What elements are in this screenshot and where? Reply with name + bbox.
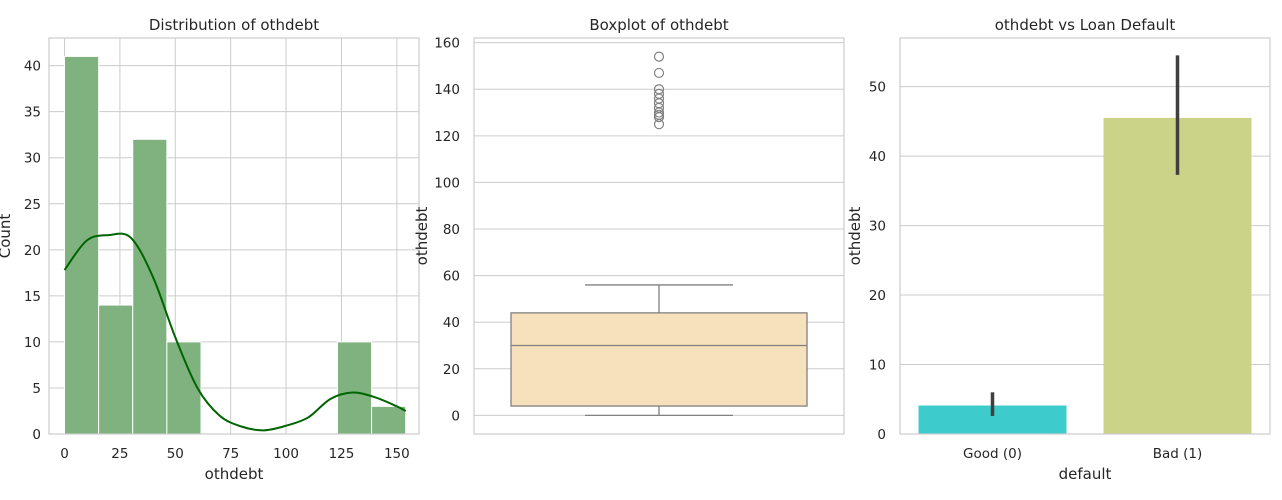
y-tick-label: 30	[24, 151, 41, 167]
default-bars	[918, 55, 1252, 434]
histogram-y-label: Count	[0, 214, 14, 259]
outlier-point	[653, 84, 665, 95]
histogram-bar	[371, 405, 407, 435]
x-tick-label: 25	[111, 446, 128, 462]
y-tick-label: 100	[434, 175, 460, 191]
boxplot-box	[510, 51, 808, 417]
y-tick-label: 25	[24, 197, 41, 213]
x-tick-label: 75	[222, 446, 239, 462]
histogram-bar	[336, 341, 373, 435]
outlier-point	[653, 51, 665, 62]
y-tick-label: 10	[24, 335, 41, 351]
x-tick-label: 150	[384, 446, 410, 462]
y-tick-label: 120	[434, 129, 460, 145]
default-bar-title: othdebt vs Loan Default	[995, 16, 1176, 34]
category-tick-label: Good (0)	[963, 446, 1022, 462]
histogram-gridlines	[49, 38, 419, 435]
histogram-axes-frame	[48, 37, 420, 435]
default-bar-panel: othdebt vs Loan Default 0 10 20 30 40 50 Good …	[846, 16, 1271, 483]
y-tick-label: 35	[24, 105, 41, 121]
kde-curve	[63, 232, 407, 432]
histogram-bar	[132, 138, 168, 435]
y-tick-label: 20	[24, 243, 41, 259]
x-tick-label: 50	[167, 446, 184, 462]
y-tick-label: 60	[443, 269, 460, 285]
boxplot-y-label: othdebt	[413, 207, 431, 266]
boxplot-tick-labels: 0 20 40 60 80 100 120 140 160	[434, 36, 460, 425]
y-tick-label: 40	[24, 59, 41, 75]
histogram-bars	[64, 55, 407, 435]
category-tick-label: Bad (1)	[1153, 446, 1203, 462]
outlier-point	[653, 67, 665, 79]
y-tick-label: 0	[32, 427, 41, 443]
outlier-point	[653, 88, 665, 100]
y-tick-label: 5	[32, 381, 41, 397]
histogram-bar	[166, 341, 202, 435]
default-bar-axes-frame	[899, 37, 1271, 435]
boxplot-axes-frame	[473, 37, 845, 435]
histogram-x-label: othdebt	[205, 465, 264, 483]
default-bar-y-label: othdebt	[846, 207, 864, 266]
interquartile-box	[510, 312, 808, 407]
y-tick-label: 0	[877, 427, 886, 443]
y-tick-label: 0	[451, 408, 460, 424]
y-tick-label: 20	[869, 288, 886, 304]
y-tick-label: 10	[869, 358, 886, 374]
histogram-panel: Distribution of othdebt 0 5 10 15 20 25 30 35 40…	[0, 16, 420, 483]
y-tick-label: 30	[869, 219, 886, 235]
boxplot-title: Boxplot of othdebt	[589, 16, 728, 34]
boxplot-panel: Boxplot of othdebt 0 20 40 60 80 100 120 140 160…	[413, 16, 845, 435]
histogram-bar	[98, 304, 134, 435]
y-tick-label: 15	[24, 289, 41, 305]
histogram-tick-labels: 0 5 10 15 20 25 30 35 40 0 25 50 75 100 125 150	[24, 59, 410, 462]
y-tick-label: 40	[443, 315, 460, 331]
y-tick-label: 160	[434, 36, 460, 52]
x-tick-label: 125	[329, 446, 355, 462]
y-tick-label: 80	[443, 222, 460, 238]
x-tick-label: 0	[60, 446, 69, 462]
histogram-title: Distribution of othdebt	[149, 16, 319, 34]
x-tick-label: 100	[273, 446, 299, 462]
y-tick-label: 50	[869, 80, 886, 96]
y-tick-label: 20	[443, 362, 460, 378]
default-bar-tick-labels: 0 10 20 30 40 50 Good (0) Bad (1)	[869, 80, 1202, 462]
y-tick-label: 40	[869, 149, 886, 165]
y-tick-label: 140	[434, 82, 460, 98]
default-bar-x-label: default	[1059, 465, 1112, 483]
